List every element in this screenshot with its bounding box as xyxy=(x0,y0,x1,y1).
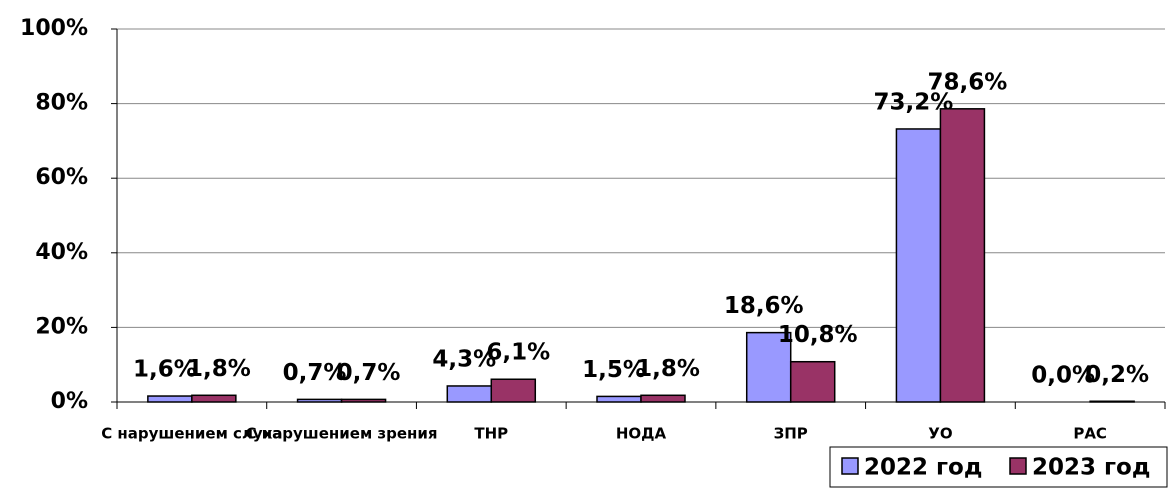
bar xyxy=(640,394,686,403)
legend-swatch xyxy=(841,457,859,475)
bar xyxy=(789,360,836,403)
value-label: 0,2% xyxy=(1085,362,1149,388)
value-label: 1,8% xyxy=(636,356,700,382)
legend-box xyxy=(829,446,1168,488)
bar xyxy=(446,385,493,403)
x-tick-label: РАС xyxy=(1073,425,1107,443)
bar xyxy=(1089,400,1135,403)
y-tick-label: 80% xyxy=(35,91,88,116)
bar xyxy=(490,378,537,403)
bar xyxy=(939,108,986,403)
x-tick-label: С нарушением зрения xyxy=(246,425,438,443)
legend-swatch xyxy=(1009,457,1027,475)
x-tick-label: УО xyxy=(928,425,952,443)
legend-label: 2022 год xyxy=(864,455,982,481)
bar xyxy=(745,331,792,403)
value-label: 1,8% xyxy=(187,356,251,382)
x-tick-label: НОДА xyxy=(616,425,667,443)
value-label: 0,7% xyxy=(283,360,347,386)
x-tick-label: ТНР xyxy=(474,425,508,443)
y-tick-label: 40% xyxy=(35,240,88,265)
bar xyxy=(191,394,237,403)
bar xyxy=(296,398,343,403)
value-label: 4,3% xyxy=(432,346,496,372)
x-tick-label: ЗПР xyxy=(774,425,808,443)
value-label: 6,1% xyxy=(486,340,550,366)
value-label: 0,0% xyxy=(1031,363,1095,389)
bar xyxy=(596,395,642,403)
y-tick-label: 20% xyxy=(35,314,88,339)
bar xyxy=(147,395,193,403)
value-label: 1,6% xyxy=(133,357,197,383)
value-label: 18,6% xyxy=(724,293,804,319)
value-label: 78,6% xyxy=(928,69,1008,95)
x-tick-label: С нарушением слуха xyxy=(101,425,282,443)
bar xyxy=(340,398,387,403)
y-tick-label: 100% xyxy=(20,16,88,41)
bar xyxy=(895,128,942,403)
value-label: 10,8% xyxy=(778,322,858,348)
y-tick-label: 60% xyxy=(35,165,88,190)
value-label: 1,5% xyxy=(582,357,646,383)
value-label: 0,7% xyxy=(337,360,401,386)
legend-label: 2023 год xyxy=(1032,455,1150,481)
y-tick-label: 0% xyxy=(51,389,88,414)
